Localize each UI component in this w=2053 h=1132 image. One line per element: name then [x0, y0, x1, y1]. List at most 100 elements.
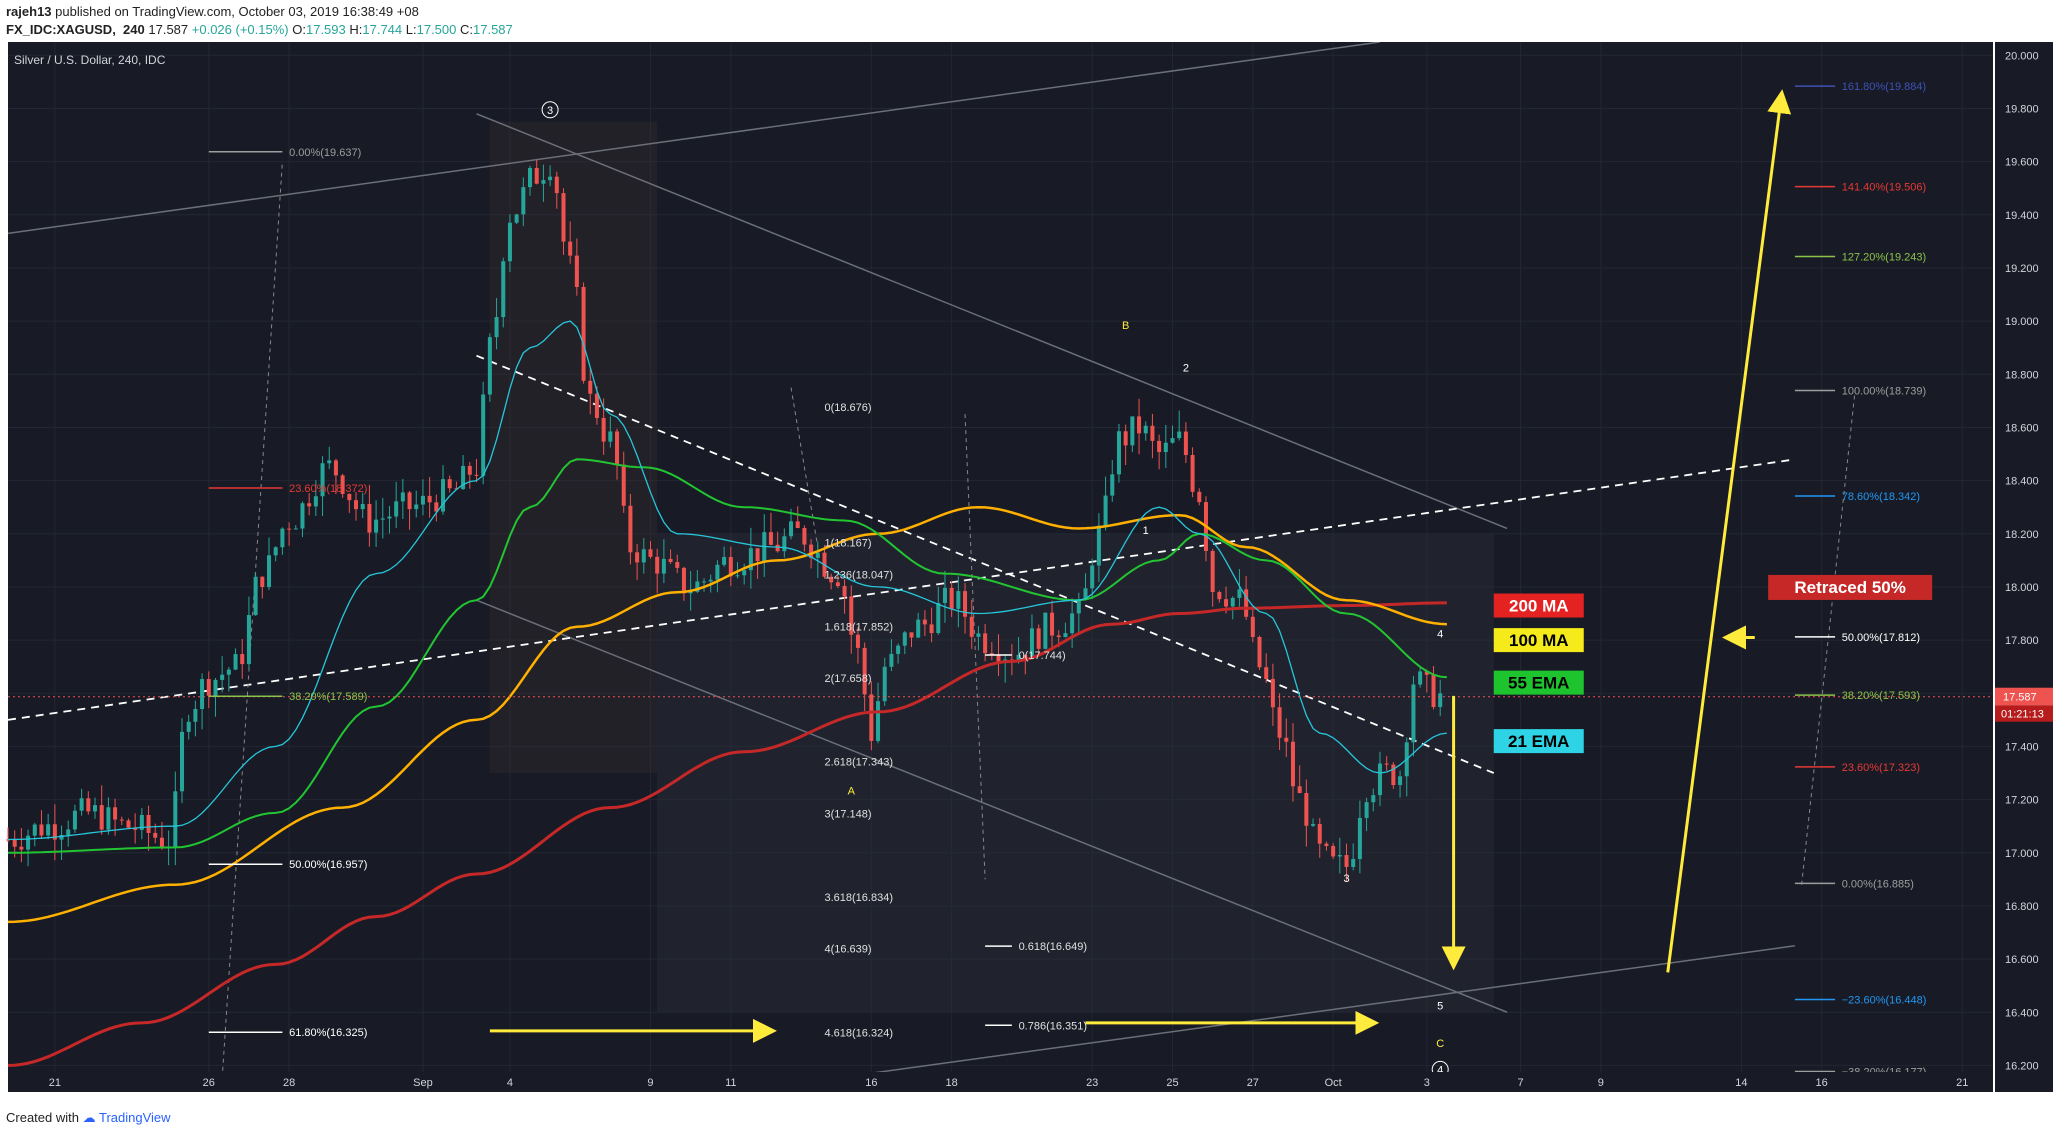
created-with-text: Created with: [6, 1110, 79, 1125]
x-axis[interactable]: 21 26 28 Sep 4 9 11 16 18 23 25 27 Oct 3 7 9 14 16 21: [0, 1072, 2053, 1102]
x-tick-label: 9: [1598, 1077, 1604, 1089]
candle-body: [528, 167, 533, 188]
candle-body: [52, 824, 57, 840]
candle-body: [748, 548, 753, 571]
y-tick-label: 19.600: [2005, 157, 2039, 169]
trend-dashed-down: [476, 354, 1495, 774]
candle-body: [340, 475, 345, 494]
wave-label: 3: [547, 105, 553, 117]
high-value: 17.744: [362, 22, 403, 37]
tradingview-logo-icon: ☁: [82, 1110, 96, 1125]
candle-body: [829, 576, 834, 583]
candle-body: [1150, 425, 1155, 441]
candle-body: [842, 586, 847, 597]
candle-body: [59, 834, 64, 840]
fib-right-label: 38.20%(17.593): [1842, 690, 1920, 702]
candle-body: [648, 549, 653, 557]
candle-body: [186, 721, 191, 732]
candle-body: [1351, 859, 1356, 867]
wave-circle: [541, 101, 559, 119]
candle-body: [1284, 737, 1289, 742]
chart-header: rajeh13 published on TradingView.com, Oc…: [0, 0, 2053, 42]
fib-ext-label: 2.618(17.343): [824, 757, 893, 769]
candle-body: [400, 492, 405, 502]
candle-body: [333, 460, 338, 476]
candle-body: [1076, 599, 1081, 614]
countdown-tag-label: 01:21:13: [2001, 709, 2044, 721]
x-tick-label: 11: [725, 1077, 736, 1089]
candle-body: [1304, 793, 1309, 826]
candle-body: [320, 463, 325, 497]
wave-label: 2: [1183, 363, 1189, 375]
brand-link[interactable]: TradingView: [99, 1110, 171, 1125]
publisher-name[interactable]: rajeh13: [6, 4, 52, 19]
candle-body: [407, 492, 412, 510]
candle-body: [621, 464, 626, 506]
candle-body: [133, 827, 138, 830]
candle-body: [902, 632, 907, 646]
fib-right-label: 50.00%(17.812): [1842, 632, 1920, 644]
fib-ext-label: 4(16.639): [824, 944, 871, 956]
y-tick-label: 20.000: [2005, 50, 2039, 62]
channel-desc-lower: [476, 599, 1508, 1013]
fib-level-label: 61.80%(16.325): [289, 1027, 367, 1039]
candle-body: [541, 180, 546, 184]
candle-body: [594, 393, 599, 418]
candle-body: [1344, 855, 1349, 867]
fib-level-label: 50.00%(16.957): [289, 859, 367, 871]
candle-body: [1290, 741, 1295, 787]
candle-body: [487, 337, 492, 395]
candle-body: [782, 536, 787, 552]
candle-body: [374, 519, 379, 533]
fib-ext-label: 2(17.658): [824, 673, 871, 685]
candle-body: [307, 503, 312, 507]
candle-body: [942, 587, 947, 604]
candle-body: [1016, 654, 1021, 662]
x-tick-label: 4: [507, 1077, 513, 1089]
candle-body: [380, 518, 385, 520]
ema21-line: [7, 320, 1447, 841]
candle-body: [1264, 667, 1269, 679]
published-text: published on TradingView.com, October 03…: [55, 4, 419, 19]
candle-body: [728, 557, 733, 577]
candle-body: [1384, 763, 1389, 765]
candle-body: [414, 504, 419, 510]
y-axis[interactable]: 16.200 16.400 16.600 16.800 17.000 17.200 17.4…: [1995, 42, 2053, 1092]
candle-body: [92, 805, 98, 812]
candle-body: [461, 465, 466, 490]
candle-body: [5, 839, 11, 841]
candle-body: [287, 528, 292, 530]
candle-body: [1197, 491, 1202, 503]
y-tick-label: 19.200: [2005, 263, 2039, 275]
candle-body: [1398, 776, 1403, 786]
plot-background: [8, 42, 1993, 1092]
x-tick-label: 28: [283, 1077, 295, 1089]
candle-body: [1217, 592, 1222, 600]
x-tick-label: 16: [1816, 1077, 1828, 1089]
wave-label: C: [1436, 1038, 1444, 1050]
x-tick-label: 18: [946, 1077, 958, 1089]
candle-body: [280, 528, 285, 548]
y-tick-label: 16.400: [2005, 1007, 2039, 1019]
y-tick-label: 17.400: [2005, 741, 2039, 753]
last-price: 17.587: [148, 22, 189, 37]
candle-body: [1311, 824, 1316, 826]
high-label: H:: [349, 22, 363, 37]
candle-body: [581, 286, 586, 381]
chart-area[interactable]: 0.00%(19.637) 23.60%(18.372) 38.20%(17.589…: [0, 41, 2053, 1102]
price-change: +0.026 (+0.15%): [191, 22, 289, 37]
candle-body: [313, 496, 318, 507]
candle-body: [1411, 684, 1416, 743]
countdown-tag: [1995, 705, 2053, 722]
interval: 240: [123, 22, 145, 37]
legend-box-label: 200 MA: [1509, 597, 1569, 616]
candle-body: [1056, 635, 1061, 638]
fib-level-label: 0.00%(19.637): [289, 147, 361, 159]
candle-body: [702, 581, 707, 583]
y-tick-label: 16.200: [2005, 1060, 2039, 1072]
open-value: 17.593: [305, 22, 346, 37]
candle-body: [896, 645, 901, 654]
candle-body: [1364, 802, 1369, 818]
candle-body: [1438, 693, 1443, 708]
chart-svg[interactable]: 0.00%(19.637) 23.60%(18.372) 38.20%(17.589…: [0, 41, 2053, 1102]
